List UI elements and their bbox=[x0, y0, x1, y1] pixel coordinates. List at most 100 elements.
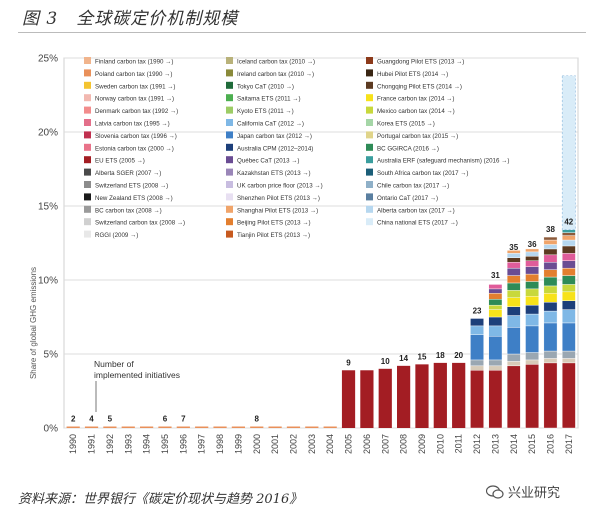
bar-segment bbox=[543, 244, 558, 250]
bar-segment bbox=[562, 260, 576, 269]
bar bbox=[250, 426, 264, 428]
legend-label: Korea ETS (2015 →) bbox=[377, 121, 435, 128]
legend-swatch bbox=[226, 168, 233, 176]
bar-value-label: 7 bbox=[181, 415, 186, 424]
legend-label: Tokyo CaT (2010 →) bbox=[237, 83, 294, 90]
bar-segment bbox=[525, 288, 539, 297]
legend: Finland carbon tax (1990 →) Poland carbon… bbox=[84, 57, 509, 239]
bar-segment bbox=[525, 260, 539, 267]
x-tick-label: 1999 bbox=[233, 434, 243, 454]
y-axis-label: Share of global GHG emissions bbox=[29, 267, 38, 379]
x-tick-label: 2004 bbox=[325, 434, 335, 454]
bar bbox=[103, 426, 117, 428]
legend-swatch bbox=[84, 57, 91, 64]
x-tick-label: 1997 bbox=[197, 434, 207, 454]
bar-segment bbox=[506, 275, 521, 284]
legend-swatch bbox=[366, 193, 373, 201]
x-tick-label: 2007 bbox=[380, 434, 390, 454]
annotation-line: implemented initiatives bbox=[94, 370, 180, 380]
bar-segment bbox=[470, 365, 484, 371]
legend-swatch bbox=[84, 218, 91, 226]
x-tick-label: 2001 bbox=[270, 434, 280, 454]
legend-swatch bbox=[226, 57, 233, 64]
bars bbox=[66, 75, 576, 429]
x-axis-ticks: 1990 1991 1992 1993 1994 1995 1996 1997 1998 1999… bbox=[68, 434, 574, 454]
legend-swatch bbox=[226, 81, 233, 89]
bar bbox=[452, 362, 466, 428]
bar-segment bbox=[525, 359, 539, 365]
legend-swatch bbox=[366, 143, 373, 151]
bar-segment bbox=[488, 370, 503, 429]
watermark: 兴业研究 bbox=[486, 482, 560, 501]
bar bbox=[341, 370, 356, 428]
legend-label: Saitama ETS (2011 →) bbox=[237, 96, 301, 103]
bar-segment bbox=[488, 365, 503, 371]
bar-value-label: 2 bbox=[71, 415, 76, 424]
bar-segment bbox=[562, 275, 576, 285]
bar bbox=[231, 426, 246, 428]
chart: 0% 5% 10% 15% 20% 25% Share of global GHG emi… bbox=[29, 54, 579, 454]
legend-swatch bbox=[226, 156, 233, 164]
legend-label: RGGI (2009 →) bbox=[95, 232, 138, 239]
bar-segment bbox=[488, 284, 503, 290]
bar-segment bbox=[525, 304, 539, 315]
x-tick-label: 2016 bbox=[545, 434, 555, 454]
legend-label: Denmark carbon tax (1992 →) bbox=[95, 108, 178, 115]
legend-swatch bbox=[226, 106, 233, 114]
legend-label: Shanghai Pilot ETS (2013 →) bbox=[237, 207, 318, 214]
figure-title: 图 3 全球碳定价机制规模 bbox=[22, 9, 239, 29]
legend-label: Ontario CaT (2017 →) bbox=[377, 195, 438, 202]
bar-segment bbox=[562, 229, 576, 233]
bar-segment bbox=[525, 364, 539, 429]
bar-segment bbox=[488, 288, 503, 294]
bar-segment bbox=[506, 290, 521, 298]
bar-segment bbox=[506, 361, 521, 367]
legend-swatch bbox=[84, 168, 91, 176]
legend-label: Beijing Pilot ETS (2013 →) bbox=[237, 220, 311, 227]
bar-segment bbox=[506, 262, 521, 269]
legend-swatch bbox=[84, 94, 91, 102]
bar-segment bbox=[543, 262, 558, 270]
bar bbox=[139, 426, 154, 428]
legend-label: Portugal carbon tax (2015 →) bbox=[377, 133, 458, 140]
legend-label: Kyoto ETS (2011 →) bbox=[237, 108, 294, 115]
legend-swatch bbox=[84, 131, 91, 139]
legend-swatch bbox=[84, 230, 91, 238]
legend-swatch bbox=[84, 181, 91, 188]
bar-value-label: 20 bbox=[454, 351, 463, 360]
y-tick-label: 5% bbox=[44, 350, 59, 361]
x-tick-label: 2017 bbox=[564, 434, 574, 454]
x-tick-label: 2002 bbox=[288, 434, 298, 454]
bar-value-label: 10 bbox=[381, 357, 390, 366]
x-tick-label: 2009 bbox=[417, 434, 427, 454]
bar-segment bbox=[543, 302, 558, 312]
bar-segment bbox=[543, 285, 558, 294]
y-axis-ticks: 0% 5% 10% 15% 20% 25% bbox=[38, 54, 58, 435]
bar-segment bbox=[506, 282, 521, 291]
bar bbox=[213, 426, 227, 428]
bar-value-label: 36 bbox=[528, 240, 537, 249]
legend-swatch bbox=[84, 81, 91, 89]
bar-value-label: 23 bbox=[473, 306, 482, 315]
legend-swatch bbox=[84, 106, 91, 114]
legend-swatch bbox=[366, 106, 373, 114]
bar-segment bbox=[543, 293, 558, 303]
bar-segment bbox=[525, 251, 539, 257]
x-tick-label: 2010 bbox=[435, 434, 445, 454]
bar-segment bbox=[525, 313, 539, 327]
bar bbox=[66, 426, 80, 428]
bar-segment bbox=[562, 358, 576, 364]
bar-value-label: 14 bbox=[399, 354, 408, 363]
bar-segment bbox=[543, 358, 558, 364]
bar-segment bbox=[525, 273, 539, 282]
figure-source: 资料来源：世界银行《碳定价现状与趋势 2016》 bbox=[18, 492, 303, 507]
annotation-line: Number of bbox=[94, 359, 134, 369]
x-tick-label: 2005 bbox=[344, 434, 354, 454]
bar-segment bbox=[506, 297, 521, 307]
bar-segment bbox=[562, 267, 576, 276]
bar-segment bbox=[562, 309, 576, 324]
bar-segment bbox=[525, 281, 539, 290]
bar-segment bbox=[506, 365, 521, 429]
y-tick-label: 10% bbox=[38, 276, 58, 287]
